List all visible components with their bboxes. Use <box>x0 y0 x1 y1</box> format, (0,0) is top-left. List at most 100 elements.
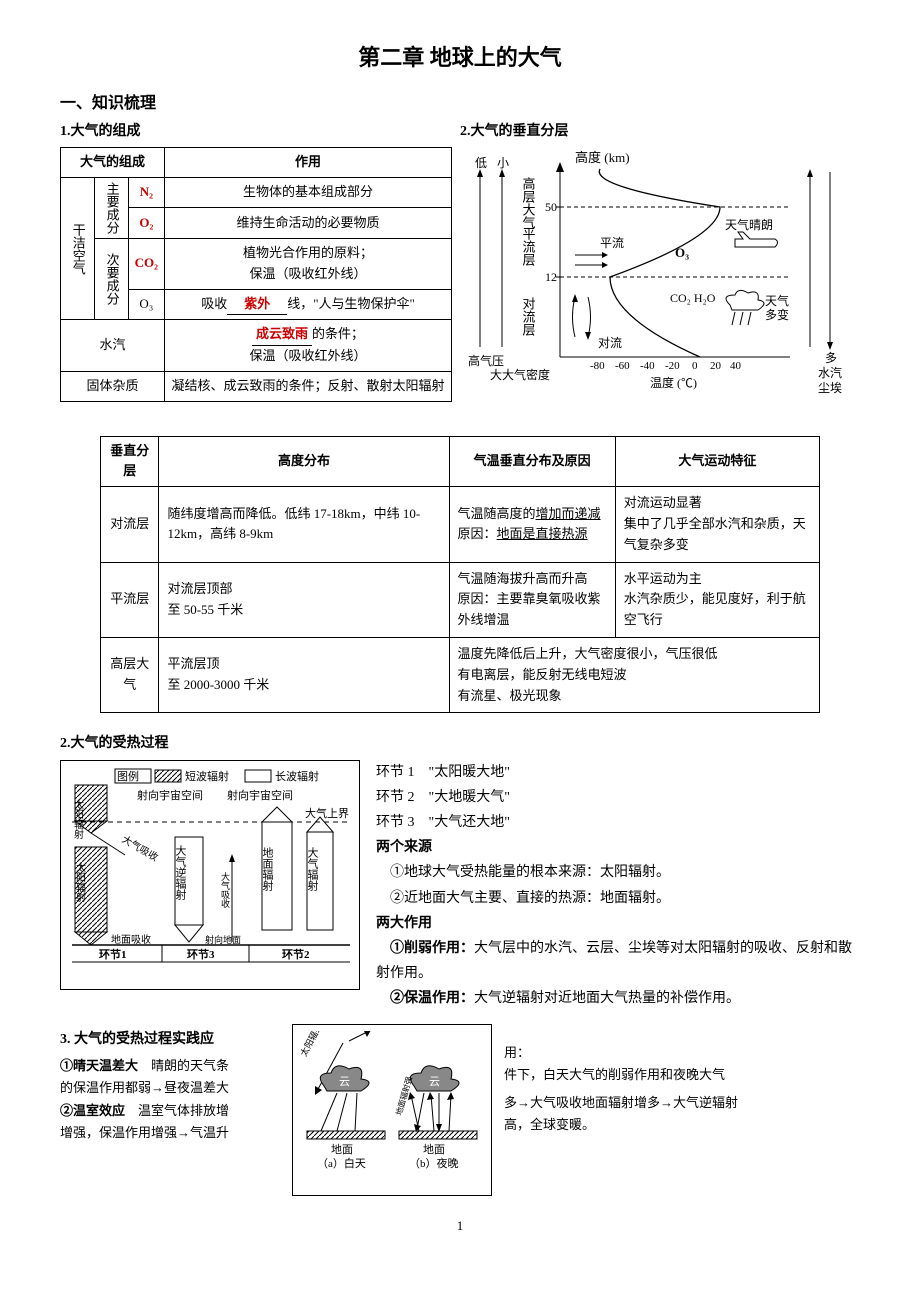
layers-table: 垂直分层 高度分布 气温垂直分布及原因 大气运动特征 对流层 随纬度增高而降低。… <box>100 436 820 714</box>
page-number: 1 <box>60 1216 860 1237</box>
svg-text:大气上界: 大气上界 <box>305 806 349 820</box>
svg-text:大大气密度: 大大气密度 <box>490 367 550 382</box>
svg-text:多变: 多变 <box>765 307 789 322</box>
o2: O₂ <box>128 208 165 239</box>
svg-text:太阳辐射: 太阳辐射 <box>72 798 84 840</box>
svg-text:40: 40 <box>730 360 742 372</box>
co2: CO₂ <box>128 238 165 289</box>
svg-text:平流: 平流 <box>600 236 624 250</box>
svg-text:对流: 对流 <box>598 336 622 350</box>
svg-text:大气吸收: 大气吸收 <box>220 871 230 909</box>
practice-right-text: 用： 件下，白天大气的削弱作用和夜晚大气 多→大气吸收地面辐射增多→大气逆辐射 … <box>504 1024 860 1136</box>
lt-h3: 气温垂直分布及原因 <box>449 436 615 487</box>
svg-text:-40: -40 <box>640 360 655 372</box>
svg-text:地面吸收: 地面吸收 <box>111 933 151 946</box>
svg-text:尘埃: 尘埃 <box>818 381 842 395</box>
practice-diagram: 云 地面 （a）白天 太阳辐射强 云 地面 （b）夜晚 地面辐射强 <box>292 1024 492 1196</box>
comp-h1: 大气的组成 <box>61 148 165 178</box>
dry-air-label: 干洁空气 <box>61 177 95 319</box>
lt-r3c3: 温度先降低后上升，大气密度很小，气压很低 有电离层，能反射无线电短波 有流星、极… <box>449 637 819 712</box>
n2: N₂ <box>128 177 165 208</box>
lt-r1c4: 对流运动显著 集中了几乎全部水汽和杂质，天气复杂多变 <box>615 487 819 562</box>
svg-text:短波辐射: 短波辐射 <box>185 769 229 783</box>
effect-2: ②保温作用：大气逆辐射对近地面大气热量的补偿作用。 <box>376 986 860 1011</box>
svg-text:（a）白天: （a）白天 <box>317 1156 366 1170</box>
step-1-text: 环节 1 "太阳暖大地" <box>376 760 860 785</box>
lt-r2c1: 平流层 <box>101 562 159 637</box>
svg-text:-20: -20 <box>665 360 680 372</box>
svg-text:大气吸收: 大气吸收 <box>120 832 161 863</box>
chapter-title: 第二章 地球上的大气 <box>60 40 860 75</box>
lt-h1: 垂直分层 <box>101 436 159 487</box>
svg-text:-80: -80 <box>590 360 605 372</box>
svg-text:20: 20 <box>710 360 722 372</box>
lt-r2c4: 水平运动为主 水汽杂质少，能见度好，利于航空飞行 <box>615 562 819 637</box>
source-1: ①地球大气受热能量的根本来源：太阳辐射。 <box>376 860 860 885</box>
svg-text:（b）夜晚: （b）夜晚 <box>409 1156 459 1170</box>
lt-r1c3: 气温随高度的增加而递减原因：地面是直接热源 <box>449 487 615 562</box>
sub-1-2: 2.大气的垂直分层 <box>460 121 860 143</box>
vertical-layers-block: 2.大气的垂直分层 高度 (km) 50 12 -80 -60 -40 -20 … <box>460 117 860 416</box>
source-2: ②近地面大气主要、直接的热源：地面辐射。 <box>376 886 860 911</box>
svg-text:地面: 地面 <box>423 1143 445 1156</box>
svg-text:射向宇宙空间: 射向宇宙空间 <box>227 788 293 802</box>
lt-r2c2: 对流层顶部 至 50-55 千米 <box>159 562 449 637</box>
heating-text: 环节 1 "太阳暖大地" 环节 2 "大地暖大气" 环节 3 "大气还大地" 两… <box>376 760 860 1012</box>
two-effect-title: 两大作用 <box>376 911 860 936</box>
svg-text:多: 多 <box>825 351 837 365</box>
svg-text:太阳辐射: 太阳辐射 <box>74 861 86 903</box>
composition-table: 大气的组成 作用 干洁空气 主要成分 N₂ 生物体的基本组成部分 O₂ 维持生命… <box>60 147 452 402</box>
svg-text:地面: 地面 <box>331 1143 353 1156</box>
vertical-layers-diagram: 高度 (km) 50 12 -80 -60 -40 -20 0 20 40 温度… <box>460 147 860 407</box>
svg-text:水汽: 水汽 <box>818 365 842 380</box>
heating-diagram: 图例 短波辐射 长波辐射 射向宇宙空间 射向宇宙空间 大气上界 太阳辐射 大气吸… <box>60 760 360 991</box>
svg-text:射向宇宙空间: 射向宇宙空间 <box>137 788 203 802</box>
vapor-role: 成云致雨的条件；保温（吸收红外线） <box>165 320 452 372</box>
svg-text:天气: 天气 <box>765 293 789 308</box>
two-source-title: 两个来源 <box>376 835 860 860</box>
effect-1: ①削弱作用：大气层中的水汽、云层、尘埃等对太阳辐射的吸收、反射和散射作用。 <box>376 936 860 986</box>
svg-text:12: 12 <box>545 270 557 284</box>
solid: 固体杂质 <box>61 371 165 401</box>
section-3-heading: 3. 大气的受热过程实践应 <box>60 1028 280 1052</box>
minor-comp: 次要成分 <box>94 238 128 319</box>
svg-text:大气逆辐射: 大气逆辐射 <box>174 843 187 900</box>
svg-text:-60: -60 <box>615 360 630 372</box>
svg-text:环节3: 环节3 <box>187 947 215 961</box>
section-1-heading: 一、知识梳理 <box>60 91 860 117</box>
section-2-heading: 2.大气的受热过程 <box>60 733 860 755</box>
svg-text:CO₂ H₂O: CO₂ H₂O <box>670 291 716 305</box>
svg-text:小: 小 <box>497 156 509 170</box>
solid-role: 凝结核、成云致雨的条件；反射、散射太阳辐射 <box>165 371 452 401</box>
svg-text:对流层: 对流层 <box>521 297 536 337</box>
svg-text:云: 云 <box>339 1076 350 1088</box>
svg-text:低: 低 <box>475 156 487 170</box>
lt-r3c2: 平流层顶 至 2000-3000 千米 <box>159 637 449 712</box>
o3-role: 吸收紫外线，"人与生物保护伞" <box>165 289 452 320</box>
o3: O₃ <box>128 289 165 320</box>
step-3-text: 环节 3 "大气还大地" <box>376 810 860 835</box>
svg-text:O₃: O₃ <box>675 245 689 260</box>
n2-role: 生物体的基本组成部分 <box>165 177 452 208</box>
svg-text:长波辐射: 长波辐射 <box>275 769 319 783</box>
svg-text:平流层: 平流层 <box>521 227 536 267</box>
svg-text:环节2: 环节2 <box>282 947 310 961</box>
composition-block: 1.大气的组成 大气的组成 作用 干洁空气 主要成分 N₂ 生物体的基本组成部分… <box>60 117 452 402</box>
svg-text:图例: 图例 <box>117 769 139 783</box>
svg-text:天气晴朗: 天气晴朗 <box>725 217 773 232</box>
svg-text:云: 云 <box>429 1076 440 1088</box>
lt-h4: 大气运动特征 <box>615 436 819 487</box>
practice-left-text: 3. 大气的受热过程实践应 ①晴天温差大 晴朗的天气条 的保温作用都弱→昼夜温差… <box>60 1024 280 1144</box>
co2-role: 植物光合作用的原料；保温（吸收红外线） <box>165 238 452 289</box>
svg-text:高气压: 高气压 <box>468 353 504 368</box>
vapor: 水汽 <box>61 320 165 372</box>
svg-text:太阳辐射强: 太阳辐射强 <box>299 1031 328 1058</box>
svg-text:0: 0 <box>692 360 698 372</box>
lt-r1c1: 对流层 <box>101 487 159 562</box>
svg-text:50: 50 <box>545 200 557 214</box>
sub-1-1: 1.大气的组成 <box>60 121 452 143</box>
svg-text:温度 (℃): 温度 (℃) <box>650 375 697 390</box>
svg-text:地面辐射: 地面辐射 <box>261 846 274 891</box>
lt-r1c2: 随纬度增高而降低。低纬 17-18km，中纬 10-12km，高纬 8-9km <box>159 487 449 562</box>
svg-text:高层大气: 高层大气 <box>521 177 536 230</box>
